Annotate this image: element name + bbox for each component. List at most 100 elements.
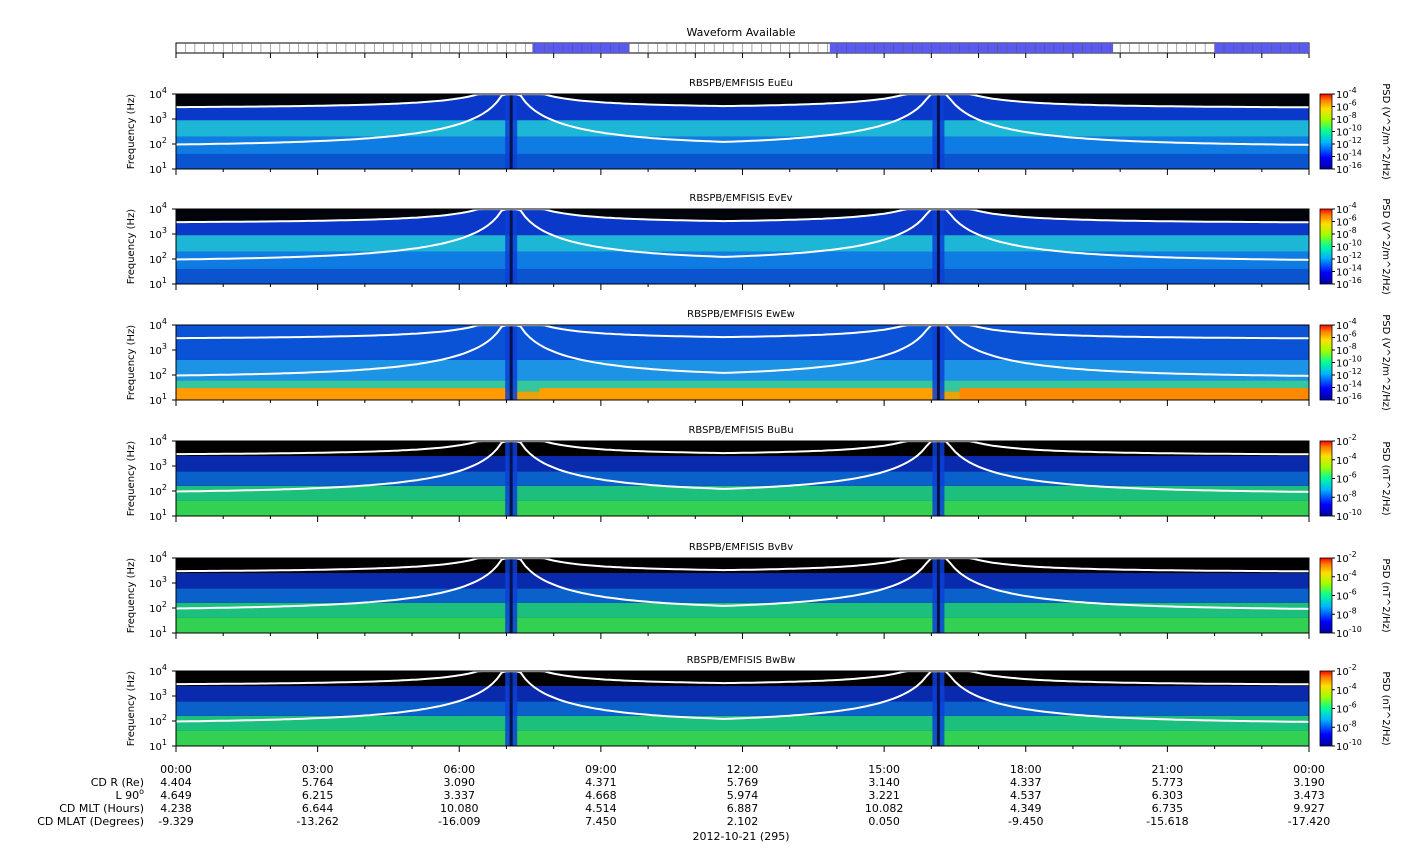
spectrogram-band [176,500,1309,516]
perigee-feature [936,558,940,633]
colorbar-tick-label: 10-2 [1336,433,1357,448]
y-tick-label: 101 [149,738,167,753]
time-tick-label: 06:00 [443,763,475,776]
ephemeris-value: 3.090 [444,776,476,789]
spectrogram-band [176,136,1309,154]
spectrogram-band [176,701,1309,716]
date-label: 2012-10-21 (295) [692,830,789,843]
y-tick-label: 102 [149,713,167,728]
colorbar-tick-label: 10-8 [1336,719,1357,734]
colorbar-tick-label: 10-2 [1336,663,1357,678]
colorbar [1319,93,1333,170]
y-tick-label: 103 [149,342,167,357]
perigee-feature [936,441,940,516]
spectrogram-panel: RBSPB/EMFISIS BvBv Frequency (Hz) 101 102 10… [126,542,1391,640]
ephemeris-value: 7.450 [585,815,617,828]
ephemeris-value: -16.009 [438,815,480,828]
spectrogram-band [176,715,1309,731]
y-tick-label: 104 [149,86,167,101]
time-tick-label: 09:00 [585,763,617,776]
perigee-feature [509,441,513,516]
colorbar-label: PSD (V^2/m^2/Hz) [1380,314,1391,411]
spectrogram-image [176,325,1309,400]
ephemeris-value: 4.537 [1010,789,1042,802]
colorbar-tick-label: 10-8 [1336,489,1357,504]
spectrogram-band [176,153,1309,169]
ephemeris-value: 6.735 [1152,802,1184,815]
ephemeris-value: 3.337 [444,789,476,802]
ephemeris-value: 4.349 [1010,802,1042,815]
perigee-feature [936,325,940,400]
spectrogram-band [176,325,1309,360]
panel-title: RBSPB/EMFISIS BwBw [687,655,796,666]
y-tick-label: 104 [149,550,167,565]
ephemeris-value: 3.221 [868,789,900,802]
time-tick-label: 00:00 [160,763,192,776]
ephemeris-value: 6.303 [1152,789,1184,802]
ephemeris-row-label: CD MLT (Hours) [59,802,144,815]
lower-cyclotron-curve [176,209,1309,261]
ephemeris-value: 6.644 [302,802,334,815]
y-tick-label: 102 [149,251,167,266]
spectrogram-band [959,388,1309,400]
y-tick-label: 103 [149,458,167,473]
spectrogram-band [176,485,1309,501]
ephemeris-value: 4.668 [585,789,617,802]
spectrogram-band [176,573,1309,589]
ephemeris-value: 9.927 [1293,802,1325,815]
y-tick-label: 103 [149,111,167,126]
perigee-feature [936,671,940,746]
y-axis-label: Frequency (Hz) [126,671,137,747]
waveform-available-segment [532,43,630,53]
y-axis-label: Frequency (Hz) [126,209,137,285]
spectrogram-panels: RBSPB/EMFISIS EuEu Frequency (Hz) 101 102 10… [126,78,1391,753]
colorbar-label: PSD (V^2/m^2/Hz) [1380,83,1391,180]
colorbar-tick-label: 10-10 [1336,625,1362,640]
ephemeris-value: -9.329 [158,815,193,828]
ephemeris-value: 4.337 [1010,776,1042,789]
lower-cyclotron-curve [176,441,1309,493]
spectrogram-panel: RBSPB/EMFISIS BuBu Frequency (Hz) 101 102 10… [126,425,1391,523]
colorbar-tick-label: 10-6 [1336,471,1357,486]
ephemeris-value: 5.769 [727,776,759,789]
ephemeris-value: 2.102 [727,815,759,828]
colorbar [1319,440,1333,517]
perigee-feature [509,558,513,633]
ephemeris-value: -9.450 [1008,815,1043,828]
waveform-available-segment [829,43,1114,53]
spectrogram-panel: RBSPB/EMFISIS EvEv Frequency (Hz) 101 102 10… [126,193,1391,295]
y-axis-label: Frequency (Hz) [126,441,137,517]
spectrogram-band [176,456,1309,472]
lower-cyclotron-curve [176,558,1309,610]
y-axis-label: Frequency (Hz) [126,94,137,170]
spectrogram-band [176,120,1309,137]
y-tick-label: 101 [149,392,167,407]
perigee-feature [509,325,513,400]
spectrogram-band [176,617,1309,633]
spectrogram-band [176,268,1309,284]
time-tick-label: 18:00 [1010,763,1042,776]
ephemeris-value: -13.262 [296,815,338,828]
ephemeris-value: 3.473 [1293,789,1325,802]
lower-cyclotron-curve [176,671,1309,723]
spectrogram-image [176,441,1309,516]
panel-title: RBSPB/EMFISIS BvBv [689,542,793,553]
spectrogram-panel: RBSPB/EMFISIS BwBw Frequency (Hz) 101 102 10… [126,655,1391,753]
upper-cyclotron-curve [176,94,1309,109]
colorbar-tick-label: 10-6 [1336,588,1357,603]
spectrogram-band [176,359,1309,381]
ephemeris-value: 4.514 [585,802,617,815]
panel-title: RBSPB/EMFISIS EvEv [689,193,792,204]
lower-cyclotron-curve [176,325,1309,377]
waveform-title: Waveform Available [686,26,795,39]
ephemeris-row-label: CD R (Re) [91,776,144,789]
spectrogram-band [176,235,1309,252]
ephemeris-value: -15.618 [1146,815,1188,828]
spectrogram-band [176,602,1309,618]
y-tick-label: 104 [149,663,167,678]
y-tick-label: 101 [149,161,167,176]
y-tick-label: 102 [149,600,167,615]
y-tick-label: 101 [149,276,167,291]
y-tick-label: 104 [149,433,167,448]
